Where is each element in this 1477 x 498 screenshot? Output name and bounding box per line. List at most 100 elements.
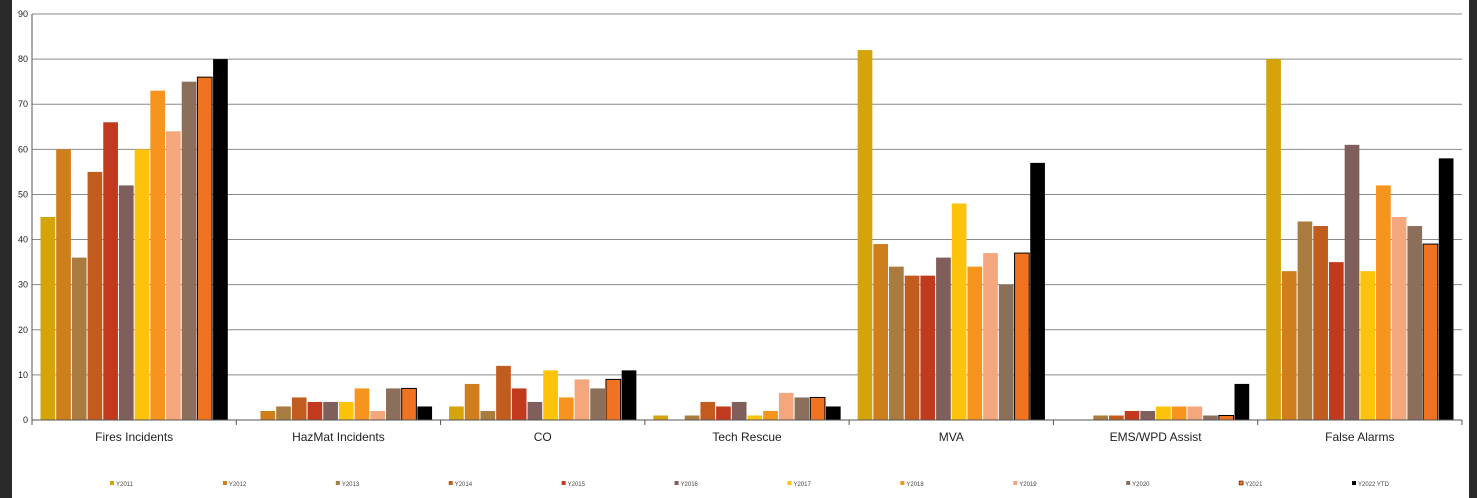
bar bbox=[809, 396, 826, 421]
y-tick-label: 70 bbox=[18, 99, 28, 109]
bar bbox=[1014, 252, 1030, 421]
bar bbox=[857, 50, 873, 420]
bar bbox=[1360, 271, 1376, 420]
bar bbox=[71, 257, 87, 420]
bar bbox=[794, 397, 810, 420]
bar bbox=[370, 410, 385, 420]
bar bbox=[825, 406, 841, 420]
legend-swatch bbox=[1352, 481, 1356, 485]
legend-label: Y2011 bbox=[116, 482, 134, 488]
bar bbox=[196, 76, 213, 421]
bar bbox=[904, 275, 920, 420]
legend-label: Y2014 bbox=[455, 482, 473, 488]
legend-swatch bbox=[900, 481, 905, 485]
bar bbox=[574, 379, 590, 420]
bar bbox=[543, 370, 558, 420]
bar bbox=[1140, 410, 1156, 420]
bar bbox=[1156, 406, 1171, 420]
bar bbox=[134, 149, 150, 421]
bar bbox=[166, 131, 181, 421]
legend-swatch bbox=[1013, 481, 1018, 485]
bar bbox=[40, 217, 56, 420]
y-tick-label: 40 bbox=[18, 235, 28, 245]
bar bbox=[590, 388, 605, 420]
legend-swatch bbox=[1238, 480, 1244, 486]
bar bbox=[1203, 415, 1218, 420]
bar bbox=[1438, 158, 1454, 420]
legend-swatch bbox=[674, 481, 679, 485]
bar bbox=[1376, 185, 1391, 420]
bar bbox=[731, 401, 747, 420]
legend-label: Y2020 bbox=[1132, 482, 1150, 488]
bar bbox=[920, 275, 936, 420]
bar bbox=[417, 406, 433, 420]
x-axis-categories: Fires Incidents HazMat Incidents CO Tech Re… bbox=[95, 430, 1394, 444]
bar bbox=[1171, 406, 1187, 420]
legend-label: Y2021 bbox=[1245, 482, 1263, 488]
bar bbox=[449, 406, 464, 420]
bar bbox=[1422, 243, 1439, 421]
bar bbox=[1234, 383, 1250, 420]
bar bbox=[1297, 221, 1313, 420]
legend-swatch bbox=[1126, 481, 1131, 485]
bar bbox=[983, 253, 998, 420]
bar bbox=[527, 401, 543, 420]
legend: Y2011 Y2012 Y2013 Y2014 Y2015 Y2016 Y2017 Y2018… bbox=[110, 480, 1390, 488]
bar bbox=[213, 59, 228, 420]
x-category-label: HazMat Incidents bbox=[292, 430, 385, 444]
y-tick-label: 30 bbox=[18, 280, 28, 290]
chart-frame: 0 10 20 30 40 50 60 70 80 90 Fires Incidents HazMa… bbox=[12, 0, 1469, 498]
legend-swatch bbox=[335, 481, 340, 485]
bar bbox=[1344, 144, 1360, 421]
x-category-label: Fires Incidents bbox=[95, 430, 173, 444]
y-tick-label: 10 bbox=[18, 370, 28, 380]
bar bbox=[998, 284, 1014, 420]
bar bbox=[1093, 415, 1108, 420]
y-tick-label: 0 bbox=[23, 415, 28, 425]
bar bbox=[763, 410, 778, 420]
legend-label: Y2017 bbox=[793, 482, 811, 488]
bar bbox=[936, 257, 951, 420]
axes bbox=[31, 14, 1463, 425]
bar bbox=[1391, 217, 1407, 420]
legend-swatch bbox=[110, 481, 114, 485]
bar bbox=[684, 415, 700, 420]
bar bbox=[605, 378, 622, 421]
bar bbox=[1030, 162, 1045, 420]
bar bbox=[1281, 271, 1297, 420]
y-tick-label: 20 bbox=[18, 325, 28, 335]
legend-label: Y2019 bbox=[1019, 482, 1037, 488]
legend-swatch bbox=[222, 481, 227, 485]
bars bbox=[40, 50, 1454, 421]
bar bbox=[1407, 226, 1423, 420]
legend-label: Y2015 bbox=[568, 482, 586, 488]
legend-swatch bbox=[787, 481, 792, 485]
bar bbox=[323, 401, 338, 420]
bar bbox=[511, 388, 527, 420]
bar bbox=[118, 185, 134, 420]
bar bbox=[386, 388, 401, 420]
bar bbox=[558, 397, 574, 420]
bar bbox=[1266, 59, 1281, 420]
bar bbox=[1187, 406, 1203, 420]
bar bbox=[260, 410, 276, 420]
bar bbox=[338, 401, 354, 420]
x-category-label: False Alarms bbox=[1325, 430, 1394, 444]
bar bbox=[967, 266, 983, 420]
legend-label: Y2018 bbox=[906, 482, 924, 488]
legend-label: Y2012 bbox=[229, 482, 247, 488]
legend-swatch bbox=[561, 481, 566, 485]
bar bbox=[951, 203, 967, 420]
bar bbox=[276, 406, 291, 420]
bar bbox=[700, 401, 716, 420]
legend-swatch bbox=[448, 481, 453, 485]
x-category-label: Tech Rescue bbox=[712, 430, 782, 444]
bar bbox=[1218, 414, 1235, 421]
bar bbox=[307, 401, 323, 420]
bar bbox=[1109, 415, 1124, 420]
gridlines bbox=[32, 13, 1462, 421]
bar bbox=[181, 81, 197, 421]
bar bbox=[103, 122, 118, 421]
bar bbox=[778, 392, 794, 420]
bar bbox=[873, 244, 889, 420]
